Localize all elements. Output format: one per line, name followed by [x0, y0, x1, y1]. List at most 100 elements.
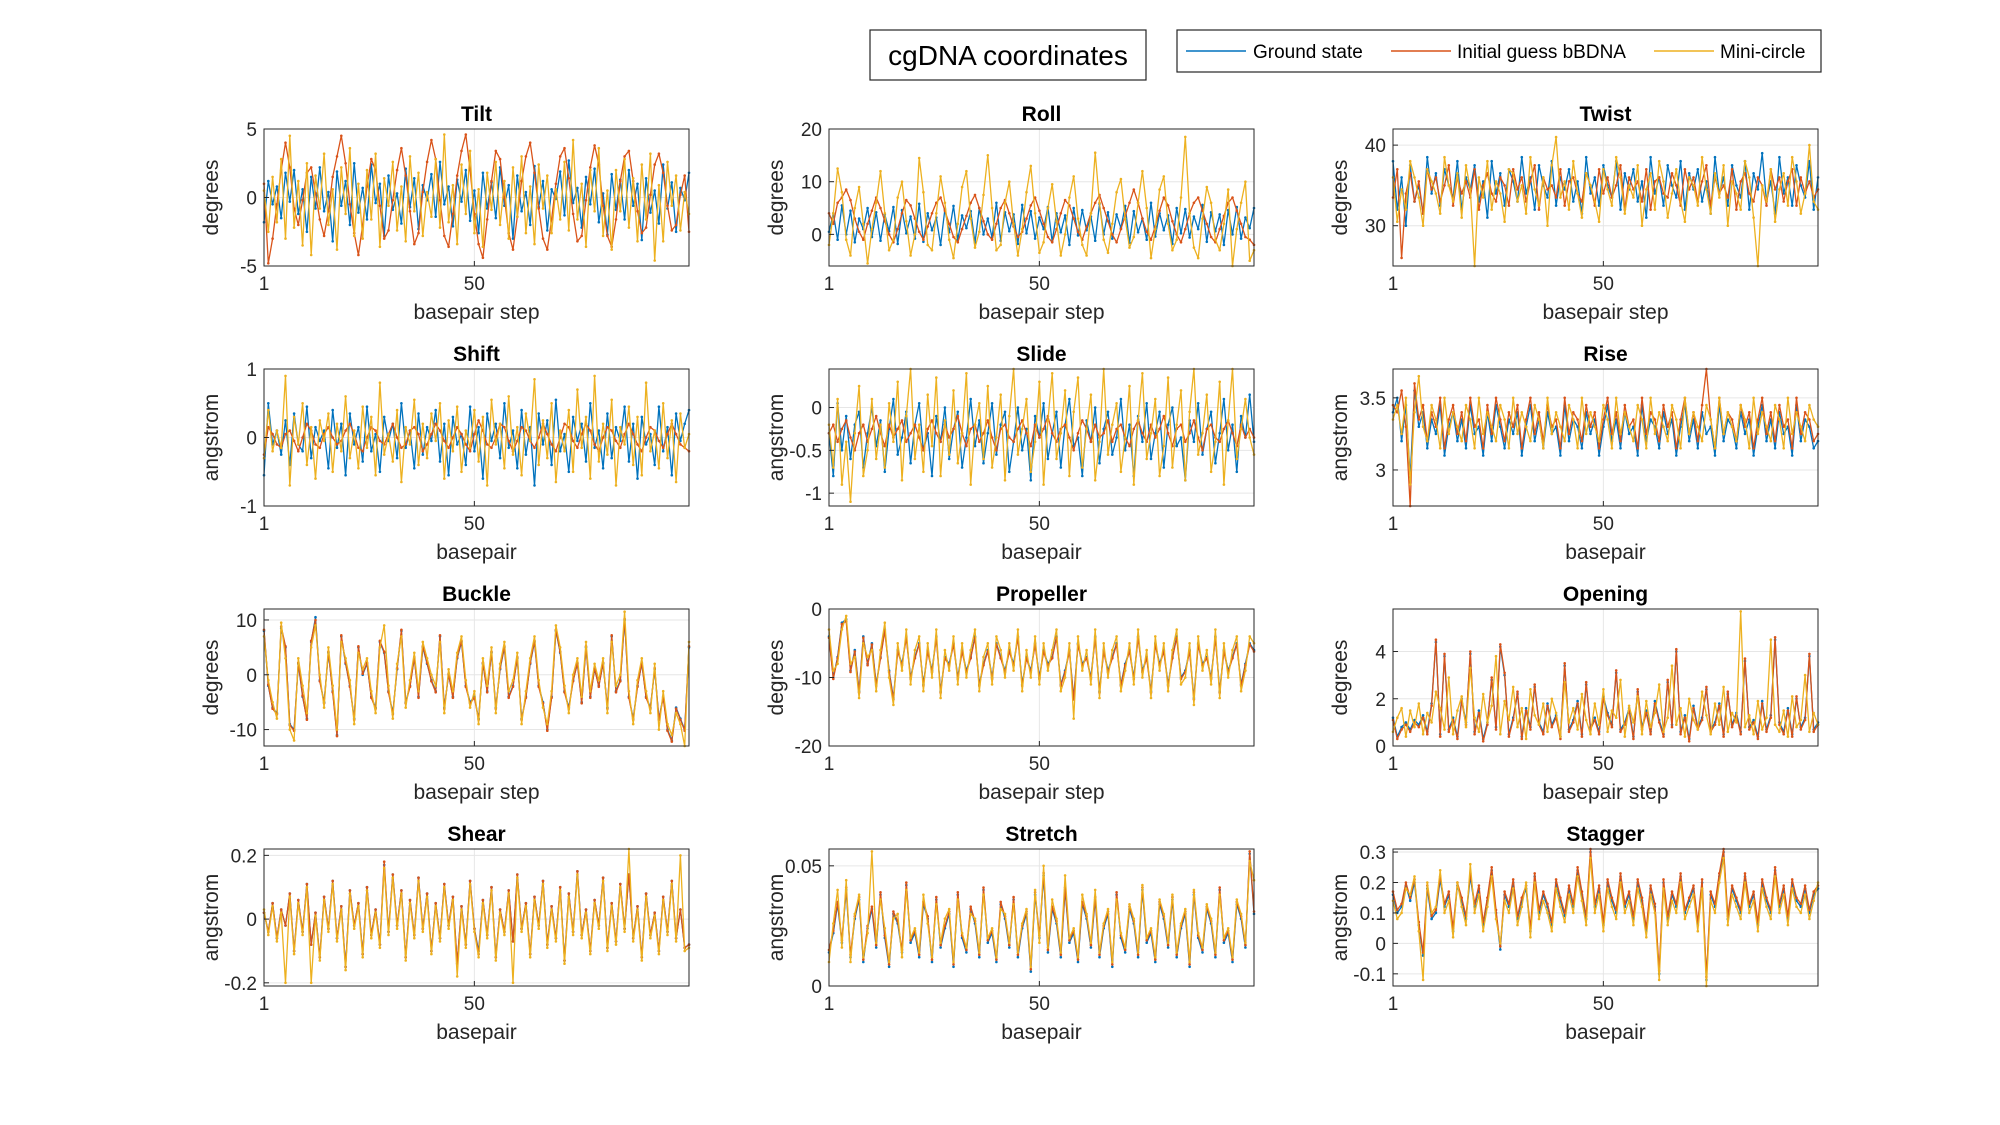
rise-point	[1602, 418, 1605, 421]
shift-point	[631, 422, 635, 426]
stretch-point	[1072, 927, 1075, 930]
shift-point	[490, 398, 493, 402]
shear-point	[494, 959, 498, 962]
twist-point	[1666, 216, 1669, 219]
stretch-point	[887, 960, 891, 964]
slide-point	[1226, 449, 1230, 452]
twist-point	[1430, 180, 1433, 183]
shear-point	[430, 952, 433, 956]
roll-point	[926, 243, 929, 247]
slide-point	[1115, 427, 1118, 431]
shear-point	[314, 911, 317, 914]
shift-point	[443, 439, 446, 443]
slide-point	[883, 470, 887, 474]
roll-point	[1063, 198, 1067, 202]
buckle-point	[516, 651, 519, 655]
shift-point	[550, 463, 553, 467]
shift-point	[348, 456, 352, 460]
tilt-point	[271, 175, 274, 179]
shift-y-tick-label: -1	[240, 497, 257, 518]
buckle-point	[666, 729, 669, 732]
roll-point	[965, 226, 968, 230]
rise-point	[1464, 447, 1468, 450]
slide-y-label: angstrom	[765, 394, 788, 482]
buckle-point	[601, 657, 605, 660]
roll-point	[1102, 238, 1105, 241]
shift-point	[683, 422, 686, 426]
twist-point	[1559, 168, 1562, 171]
tilt-point	[447, 220, 450, 224]
stretch-point	[1218, 886, 1221, 889]
roll-point	[853, 206, 857, 210]
rise-point	[1627, 425, 1631, 429]
twist-point	[1447, 164, 1451, 167]
rise-point	[1593, 411, 1597, 414]
stretch-point	[1214, 955, 1217, 959]
rise-point	[1700, 439, 1704, 443]
buckle-y-tick-label: 10	[236, 611, 257, 632]
opening-point	[1481, 692, 1485, 696]
stagger-point	[1408, 896, 1412, 899]
shift-point	[554, 480, 558, 484]
buckle-point	[331, 684, 335, 687]
tilt-point	[644, 226, 648, 229]
roll-point	[1046, 235, 1050, 239]
twist-point	[1726, 224, 1730, 227]
shift-point	[593, 443, 596, 446]
tilt-point	[511, 166, 515, 169]
propeller-point	[1029, 676, 1033, 679]
buckle-point	[640, 657, 644, 660]
twist-point	[1520, 155, 1524, 159]
stretch-point	[1081, 893, 1084, 896]
opening-point	[1499, 732, 1502, 736]
stagger-point	[1567, 884, 1571, 887]
roll-point	[1132, 209, 1136, 213]
shift-point	[335, 422, 339, 426]
stretch-point	[840, 946, 844, 949]
tilt-point	[318, 166, 322, 169]
slide-point	[1102, 431, 1105, 435]
opening-point	[1649, 725, 1652, 729]
stagger-point	[1516, 923, 1519, 927]
shift-point	[301, 436, 304, 439]
opening-point	[1773, 723, 1777, 726]
twist-point	[1481, 196, 1485, 199]
twist-point	[1473, 164, 1476, 167]
stretch-point	[965, 948, 968, 952]
shear-point	[528, 956, 532, 959]
buckle-point	[417, 689, 420, 693]
twist-point	[1670, 172, 1674, 175]
buckle-point	[541, 706, 545, 709]
stagger-point	[1546, 902, 1549, 906]
buckle-point	[528, 657, 532, 660]
shear-point	[644, 892, 648, 895]
shift-point	[370, 449, 373, 453]
tilt-point	[477, 242, 480, 246]
stretch-point	[1244, 943, 1247, 947]
buckle-point	[430, 680, 433, 683]
twist-point	[1610, 204, 1614, 207]
shift-point	[468, 446, 472, 450]
slide-point	[952, 427, 955, 431]
stagger-point	[1421, 978, 1425, 982]
propeller-point	[1218, 696, 1221, 700]
tilt-point	[408, 155, 412, 158]
tilt-point	[546, 229, 549, 232]
opening-point	[1408, 709, 1412, 712]
stretch-point	[1029, 967, 1033, 971]
buckle-point	[619, 680, 622, 683]
rise-y-label: angstrom	[1329, 394, 1352, 482]
twist-point	[1486, 159, 1489, 163]
rise-point	[1533, 439, 1536, 443]
slide-point	[840, 449, 844, 452]
buckle-point	[288, 728, 292, 731]
propeller-point	[1231, 648, 1234, 652]
twist-y-tick-label: 30	[1365, 217, 1386, 238]
stagger-point	[1812, 890, 1815, 893]
roll-point	[1033, 196, 1037, 199]
slide-point	[917, 402, 921, 405]
shear-y-label: angstrom	[200, 874, 223, 962]
slide-point	[1029, 479, 1033, 482]
shift-point	[305, 463, 309, 467]
